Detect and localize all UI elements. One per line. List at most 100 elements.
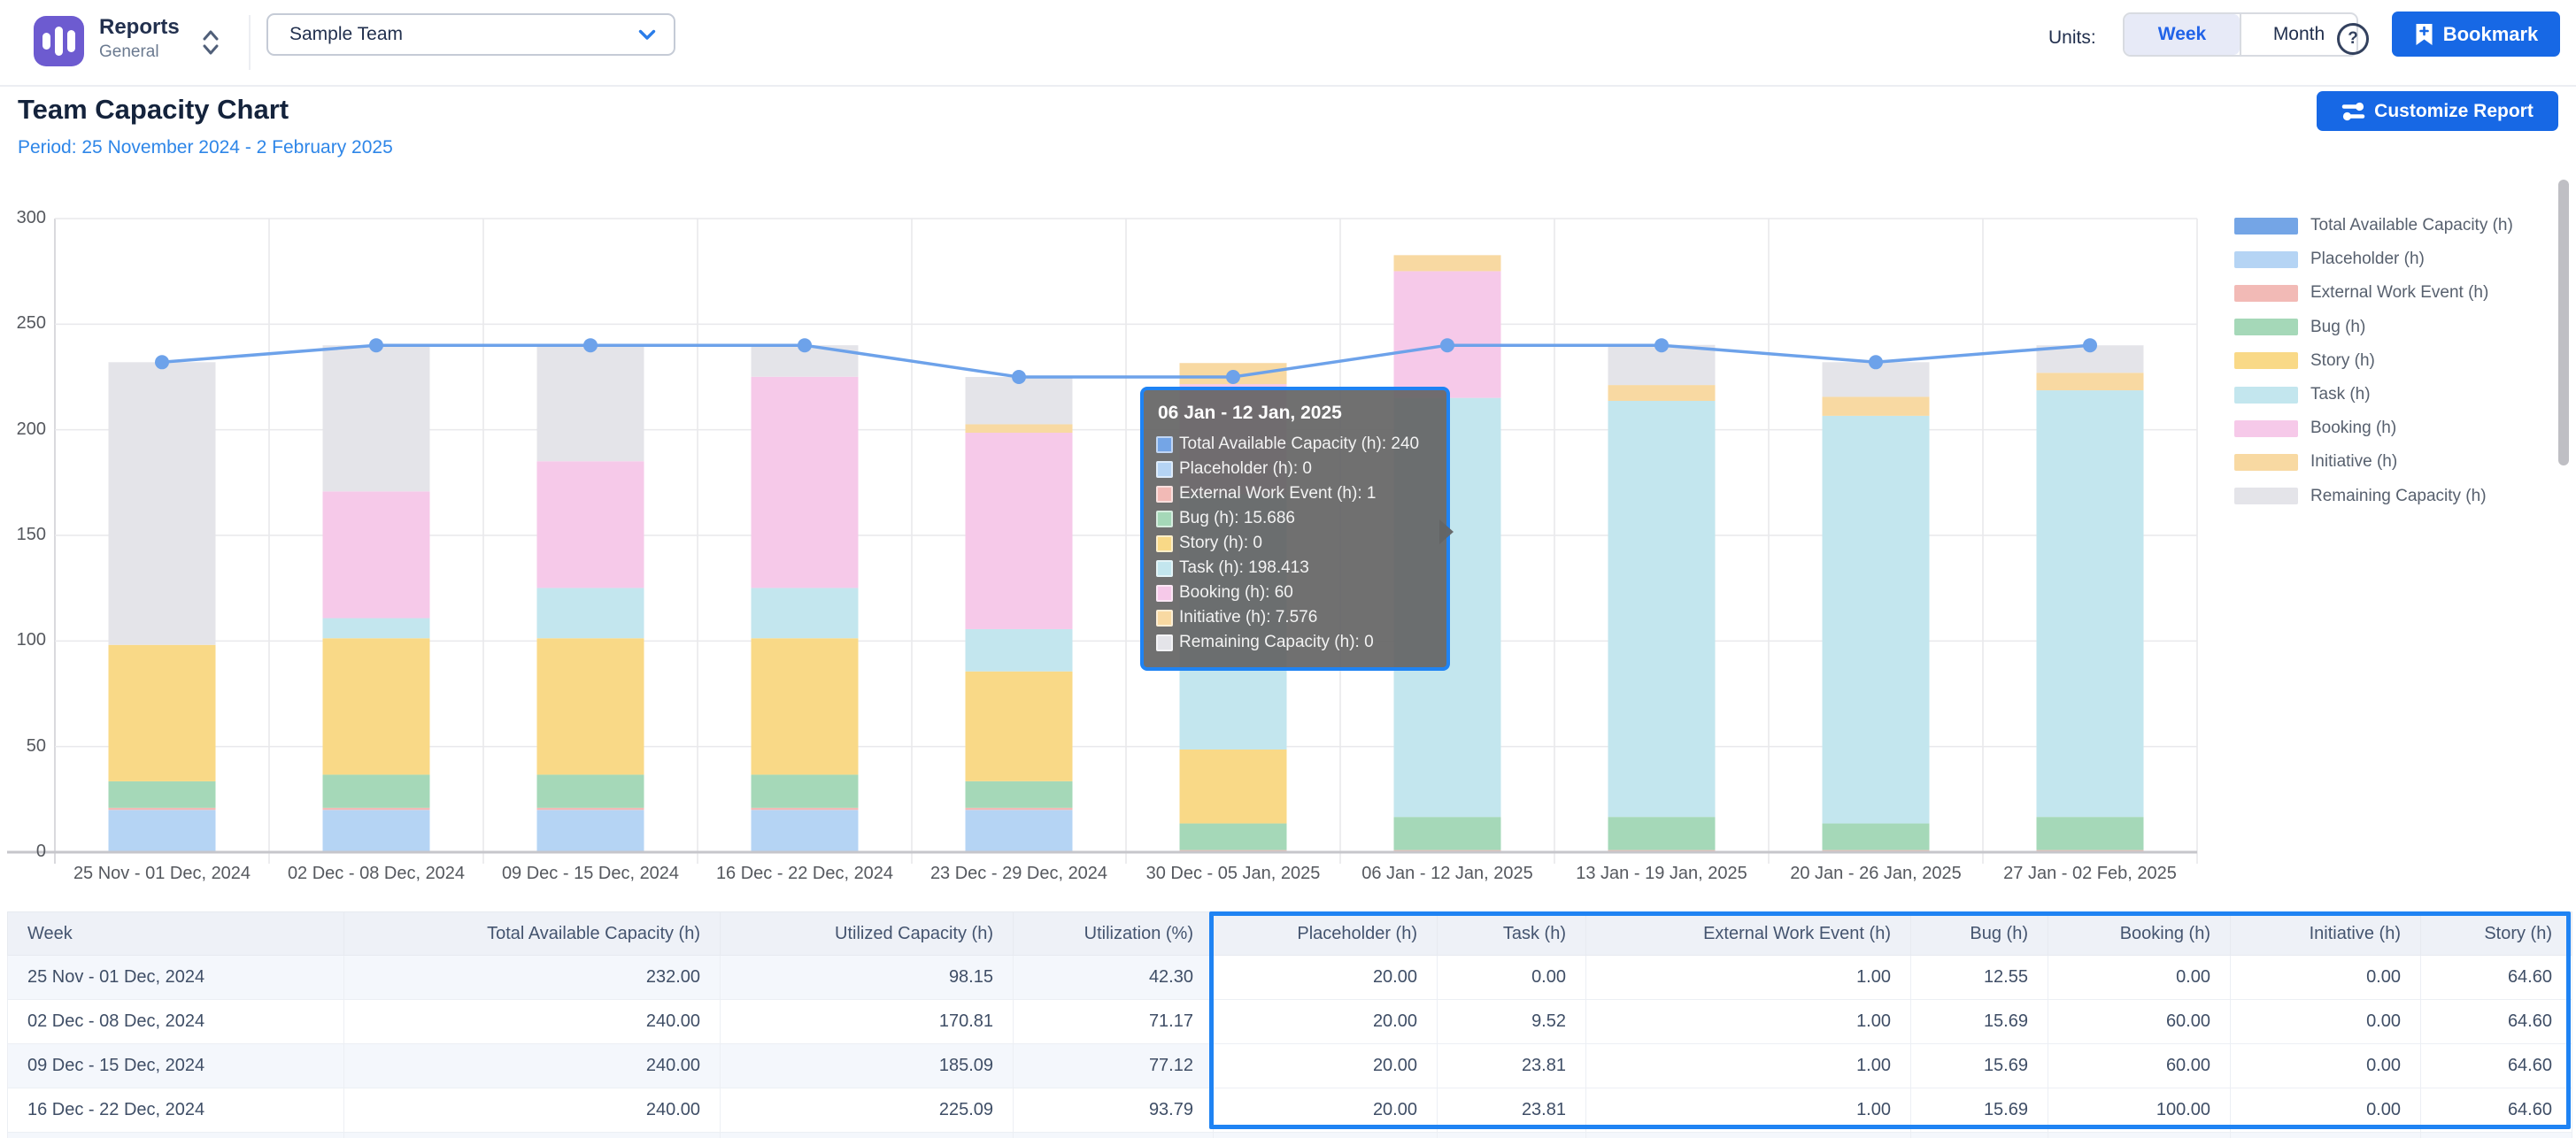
reports-app-logo[interactable] [34,16,84,66]
bar-segment[interactable] [965,671,1073,781]
bar-segment[interactable] [1608,817,1716,850]
bar-segment[interactable] [965,807,1073,811]
bar-segment[interactable] [1608,385,1716,401]
bar-segment[interactable] [965,377,1073,425]
line-point[interactable] [583,338,598,353]
legend-item[interactable]: Bug (h) [2234,318,2365,337]
line-point[interactable] [369,338,383,353]
legend-item[interactable]: Total Available Capacity (h) [2234,216,2513,235]
tooltip-swatch [1156,534,1173,552]
legend-swatch [2234,488,2298,505]
bar-segment[interactable] [536,588,644,639]
line-point[interactable] [798,338,812,353]
bar-segment[interactable] [536,810,644,852]
table-cell: 60.00 [2048,999,2231,1044]
tooltip-item: Story (h): 0 [1156,531,1434,556]
bar-segment[interactable] [751,376,859,588]
table-cell: 20.00 [1213,999,1438,1044]
help-icon[interactable]: ? [2337,23,2369,55]
bar-segment[interactable] [108,780,216,808]
tooltip-arrow [1439,519,1466,544]
bar-segment[interactable] [751,807,859,811]
bar-segment[interactable] [1393,271,1501,398]
line-point[interactable] [1654,338,1669,353]
legend-item[interactable]: External Work Event (h) [2234,283,2488,303]
tooltip-swatch [1156,584,1173,602]
y-axis-tick: 50 [26,735,46,756]
bar-segment[interactable] [108,810,216,852]
units-option-month[interactable]: Month [2272,24,2325,44]
x-axis-label: 23 Dec - 29 Dec, 2024 [929,864,1108,883]
bar-segment[interactable] [1393,255,1501,272]
bar-segment[interactable] [322,810,430,852]
bar-segment[interactable] [1179,823,1287,850]
bar-segment[interactable] [2036,390,2144,818]
bar-segment[interactable] [1393,817,1501,850]
legend-item[interactable]: Booking (h) [2234,419,2396,438]
bar-segment[interactable] [536,461,644,588]
line-point[interactable] [1226,370,1240,384]
bar-segment[interactable] [751,774,859,808]
table-cell: 170.81 [720,999,1014,1044]
legend-item[interactable]: Story (h) [2234,351,2375,371]
bar-segment[interactable] [965,433,1073,629]
bar-segment[interactable] [751,638,859,775]
legend-item[interactable]: Remaining Capacity (h) [2234,487,2487,506]
bar-segment[interactable] [965,424,1073,434]
bar-segment[interactable] [965,810,1073,852]
table-header-cell: Placeholder (h) [1213,911,1438,956]
page-scrollbar-thumb[interactable] [2558,180,2569,465]
legend-swatch [2234,319,2298,336]
x-axis-label: 09 Dec - 15 Dec, 2024 [501,864,680,883]
bar-segment[interactable] [322,638,430,775]
bar-segment[interactable] [751,810,859,852]
table-cell: 185.09 [720,1043,1014,1088]
header-divider [249,15,251,70]
legend-label: Placeholder (h) [2310,250,2425,269]
bar-segment[interactable] [965,628,1073,672]
bookmark-button[interactable]: Bookmark [2392,12,2560,57]
bar-segment[interactable] [1822,823,1930,850]
table-header-cell: Total Available Capacity (h) [343,911,721,956]
bar-segment[interactable] [1822,396,1930,416]
bar-segment[interactable] [1822,415,1930,824]
bar-segment[interactable] [322,618,430,639]
bar-segment[interactable] [965,780,1073,808]
bar-segment[interactable] [322,774,430,808]
line-point[interactable] [1440,338,1454,353]
bar-segment[interactable] [536,638,644,775]
bar-segment[interactable] [108,807,216,811]
legend-item[interactable]: Initiative (h) [2234,452,2397,472]
bar-segment[interactable] [536,807,644,811]
report-switcher-chevrons-icon[interactable] [200,27,221,58]
capacity-chart[interactable] [0,177,2576,903]
bar-segment[interactable] [536,774,644,808]
line-point[interactable] [2083,338,2097,353]
tooltip-swatch [1156,510,1173,527]
bar-segment[interactable] [108,362,216,645]
table-row-partial [7,1132,2572,1138]
legend-item[interactable]: Placeholder (h) [2234,250,2425,269]
team-select-dropdown[interactable]: Sample Team [266,13,675,56]
bar-segment[interactable] [751,588,859,639]
bar-segment[interactable] [322,807,430,811]
bar-segment[interactable] [1179,750,1287,824]
bar-chart-icon [42,33,50,50]
bar-segment[interactable] [322,345,430,492]
bar-segment[interactable] [108,644,216,781]
bar-segment[interactable] [1608,400,1716,818]
units-option-week[interactable]: Week [2125,14,2240,55]
line-point[interactable] [1012,370,1026,384]
line-point[interactable] [155,355,169,370]
customize-report-button[interactable]: Customize Report [2317,91,2558,131]
bar-segment[interactable] [2036,817,2144,850]
bar-segment[interactable] [322,491,430,619]
tooltip-items: Total Available Capacity (h): 240 Placeho… [1156,432,1434,655]
bar-segment[interactable] [536,345,644,462]
legend-item[interactable]: Task (h) [2234,385,2371,404]
line-point[interactable] [1869,355,1883,370]
table-cell: 240.00 [343,1043,721,1088]
legend-swatch [2234,419,2298,437]
bar-segment[interactable] [2036,373,2144,391]
